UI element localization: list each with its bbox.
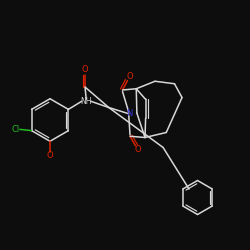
Text: O: O: [47, 150, 53, 160]
Text: O: O: [127, 72, 133, 81]
Text: O: O: [135, 145, 141, 154]
Text: O: O: [82, 65, 88, 74]
Text: NH: NH: [80, 97, 92, 106]
Text: Cl: Cl: [11, 125, 20, 134]
Text: N: N: [126, 109, 132, 118]
